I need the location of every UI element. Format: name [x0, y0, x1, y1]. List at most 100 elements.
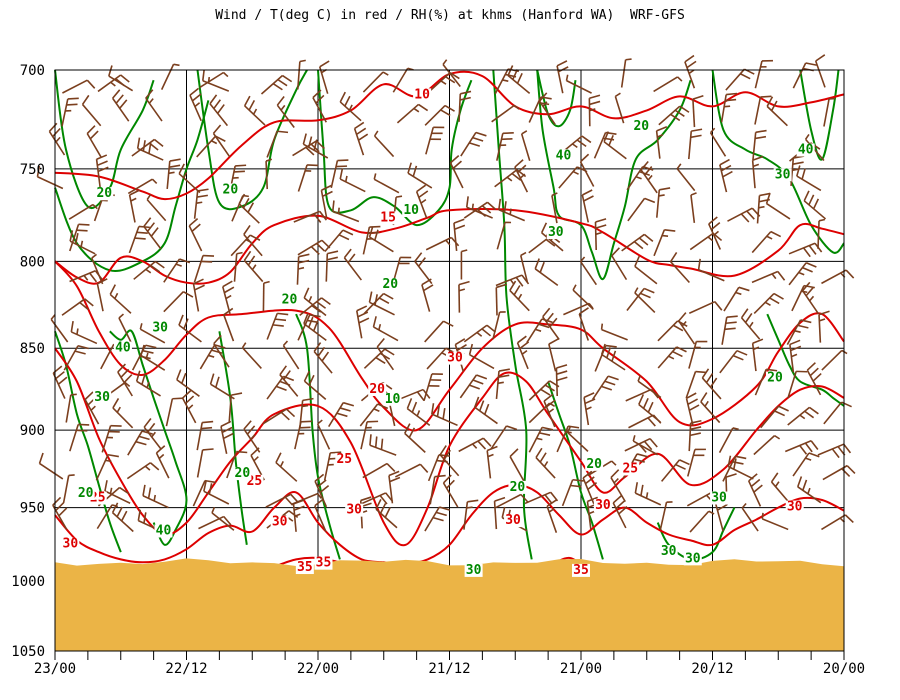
wind-barb [69, 230, 96, 255]
label-backing [113, 341, 132, 355]
wind-barb [766, 96, 788, 127]
wind-barb [720, 92, 738, 123]
wind-barb [498, 198, 525, 222]
wind-barb [86, 125, 103, 159]
wind-barb [561, 478, 584, 507]
wind-barb [603, 131, 627, 160]
wind-barb [163, 258, 191, 283]
wind-barb [657, 320, 688, 342]
wind-barb [637, 375, 662, 399]
wind-barb [752, 129, 767, 161]
wind-barb [535, 447, 556, 479]
wind-barb [127, 178, 158, 195]
wind-barb [727, 455, 754, 480]
wind-barb [188, 217, 203, 252]
wind-barb [276, 96, 295, 129]
wind-barb [181, 390, 197, 424]
wind-barb [265, 158, 273, 190]
wind-barb [684, 54, 697, 89]
wind-barb [323, 451, 342, 481]
rh-label: 30 [94, 390, 110, 405]
wind-barb [612, 495, 628, 529]
wind-barb [62, 474, 75, 504]
wind-barb [109, 284, 132, 314]
wind-barb [676, 163, 696, 192]
wind-barb [534, 258, 559, 287]
rh-label: 20 [223, 182, 239, 197]
rh-label: 30 [685, 551, 701, 566]
wind-barb [303, 313, 327, 341]
label-backing [546, 226, 565, 240]
wind-barb [145, 89, 163, 122]
rh-label: 40 [798, 142, 814, 157]
label-backing [659, 545, 678, 559]
wind-barb [509, 280, 530, 312]
wind-barb [697, 258, 725, 282]
wind-barb [658, 105, 690, 126]
wind-barb [495, 493, 529, 509]
wind-barb [538, 92, 556, 125]
wind-barb [753, 434, 781, 456]
label-backing [379, 211, 398, 225]
rh-label: 30 [152, 320, 168, 335]
label-backing [381, 277, 400, 291]
wind-barb [624, 437, 658, 453]
label-backing [554, 149, 573, 163]
wind-barb [328, 401, 355, 428]
label-backing [508, 480, 527, 494]
label-backing [765, 371, 784, 385]
wind-barb [460, 131, 487, 157]
wind-barb [292, 499, 305, 532]
wind-barb [312, 89, 328, 123]
wind-barb [211, 507, 235, 531]
wind-barb [166, 158, 181, 189]
wind-barb [260, 74, 293, 95]
rh-label: 30 [661, 544, 677, 559]
wind-barb [818, 310, 830, 343]
wind-barb [128, 189, 140, 223]
wind-barb [821, 269, 855, 285]
wind-barb [392, 67, 414, 93]
wind-barb [747, 473, 763, 507]
wind-barb [463, 201, 497, 219]
wind-barb [520, 130, 531, 162]
wind-barb [415, 184, 429, 219]
wind-barb [262, 280, 270, 312]
wind-barb [701, 368, 722, 400]
isotherm-label: 25 [622, 461, 638, 476]
wind-barb [372, 316, 399, 342]
wind-barb [178, 314, 202, 343]
wind-barb [314, 498, 327, 532]
wind-barb [226, 450, 248, 479]
wind-barb [111, 89, 130, 122]
wind-barb [101, 424, 122, 453]
label-backing [280, 293, 299, 307]
label-backing [785, 500, 804, 514]
wind-barb [765, 192, 791, 220]
isotherm-label: 15 [380, 210, 396, 225]
wind-barb [458, 437, 492, 453]
wind-barb [460, 249, 468, 280]
wind-barb [396, 103, 429, 124]
wind-barb [792, 62, 817, 89]
wind-barb [406, 398, 431, 427]
label-backing [151, 321, 170, 335]
wind-barb [320, 184, 333, 218]
isotherm-30 [54, 483, 845, 565]
x-tick-label: 21/00 [560, 661, 602, 677]
wind-barb [751, 270, 786, 284]
wind-barb [463, 324, 497, 343]
wind-barb [176, 369, 200, 397]
wind-barb [458, 280, 470, 313]
wind-barb [91, 253, 104, 285]
wind-barb [353, 121, 369, 156]
wind-barb [36, 165, 64, 190]
label-backing [76, 486, 95, 500]
wind-barb [740, 308, 761, 340]
wind-barb [127, 430, 153, 456]
isotherm-label: 20 [369, 382, 385, 397]
wind-barb [388, 470, 401, 504]
label-backing [413, 88, 432, 102]
